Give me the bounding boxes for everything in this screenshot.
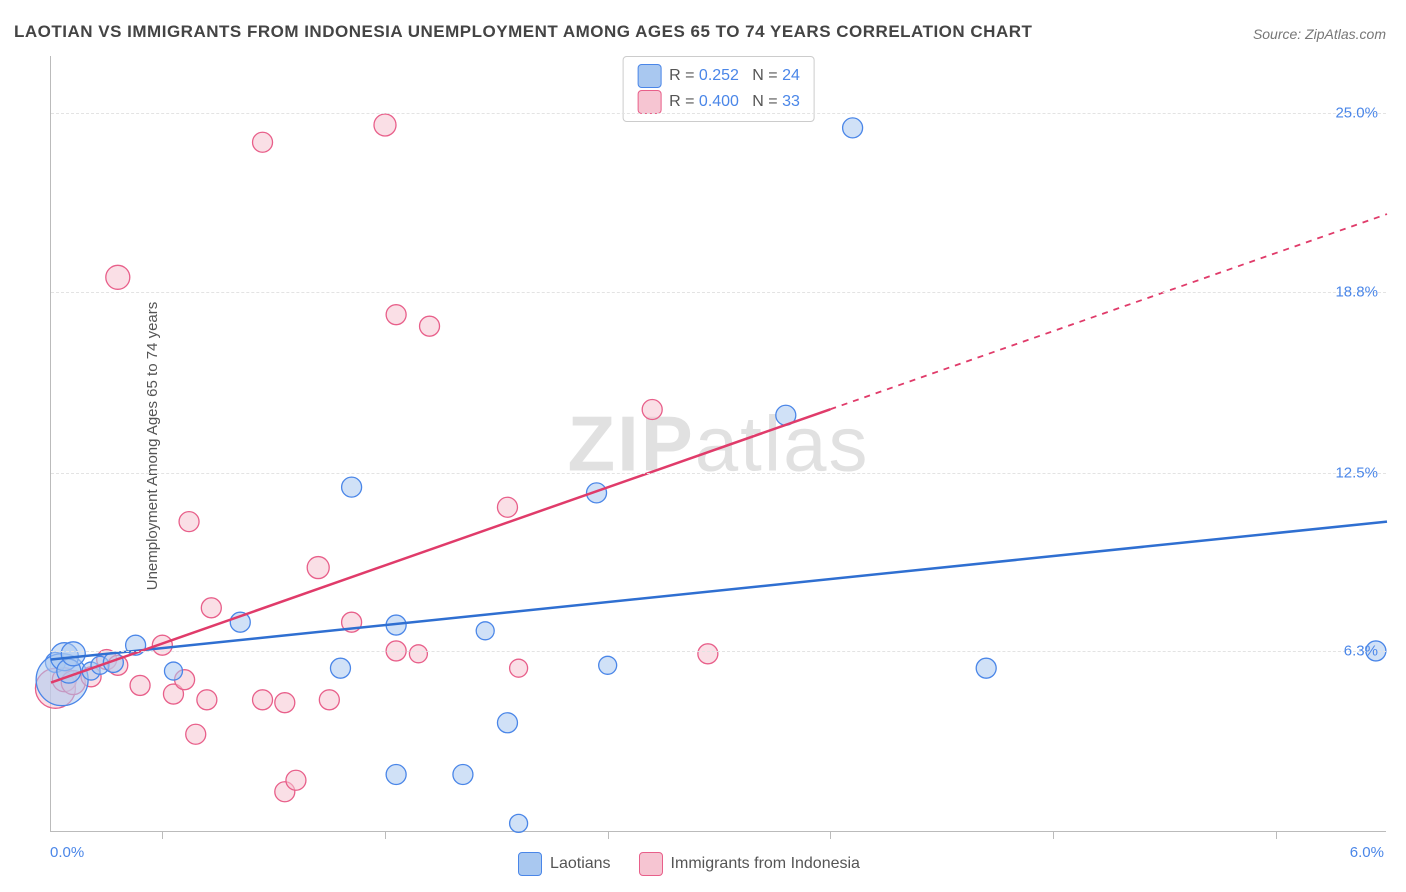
x-tick <box>1053 831 1054 839</box>
gridline <box>51 473 1386 474</box>
legend-series-name: Laotians <box>550 855 611 872</box>
data-point <box>275 693 295 713</box>
gridline <box>51 651 1386 652</box>
data-point <box>976 658 996 678</box>
data-point <box>179 512 199 532</box>
legend-bottom-item: Laotians <box>518 855 611 872</box>
plot-area: ZIPatlas R = 0.252 N = 24R = 0.400 N = 3… <box>50 56 1386 832</box>
x-tick <box>830 831 831 839</box>
source-label: Source: ZipAtlas.com <box>1253 26 1386 42</box>
legend-r-value: 0.252 <box>699 67 739 84</box>
legend-swatch <box>637 64 661 88</box>
data-point <box>286 770 306 790</box>
data-point <box>642 400 662 420</box>
data-point <box>420 316 440 336</box>
data-point <box>61 642 85 666</box>
y-tick-label: 6.3% <box>1344 642 1378 659</box>
data-point <box>164 662 182 680</box>
legend-n-value: 33 <box>782 93 800 110</box>
chart-title: LAOTIAN VS IMMIGRANTS FROM INDONESIA UNE… <box>14 22 1032 42</box>
legend-n-label: N = <box>739 93 782 110</box>
data-point <box>319 690 339 710</box>
data-point <box>409 645 427 663</box>
data-point <box>453 765 473 785</box>
data-point <box>497 497 517 517</box>
data-point <box>186 724 206 744</box>
y-tick-label: 12.5% <box>1335 464 1378 481</box>
data-point <box>253 132 273 152</box>
data-point <box>374 114 396 136</box>
y-tick-label: 18.8% <box>1335 283 1378 300</box>
x-tick <box>162 831 163 839</box>
legend-swatch <box>637 90 661 114</box>
legend-r-label: R = <box>669 67 699 84</box>
legend-series-name: Immigrants from Indonesia <box>671 855 860 872</box>
scatter-svg <box>51 56 1386 831</box>
legend-top: R = 0.252 N = 24R = 0.400 N = 33 <box>622 56 815 122</box>
data-point <box>698 644 718 664</box>
y-tick-label: 25.0% <box>1335 105 1378 122</box>
data-point <box>342 477 362 497</box>
data-point <box>843 118 863 138</box>
data-point <box>253 690 273 710</box>
data-point <box>386 305 406 325</box>
x-tick <box>1276 831 1277 839</box>
legend-swatch <box>518 852 542 876</box>
data-point <box>330 658 350 678</box>
data-point <box>197 690 217 710</box>
data-point <box>476 622 494 640</box>
legend-bottom: Laotians Immigrants from Indonesia <box>0 852 1406 876</box>
data-point <box>201 598 221 618</box>
trend-line <box>51 409 830 682</box>
gridline <box>51 113 1386 114</box>
data-point <box>386 765 406 785</box>
legend-r-label: R = <box>669 93 699 110</box>
data-point <box>497 713 517 733</box>
legend-n-label: N = <box>739 67 782 84</box>
legend-top-row: R = 0.252 N = 24 <box>637 63 800 89</box>
data-point <box>510 814 528 832</box>
legend-n-value: 24 <box>782 67 800 84</box>
data-point <box>510 659 528 677</box>
legend-top-row: R = 0.400 N = 33 <box>637 89 800 115</box>
data-point <box>106 265 130 289</box>
legend-bottom-item: Immigrants from Indonesia <box>639 855 860 872</box>
trend-line-extrap <box>830 214 1387 409</box>
data-point <box>599 656 617 674</box>
legend-r-value: 0.400 <box>699 93 739 110</box>
trend-line <box>51 522 1387 660</box>
data-point <box>307 557 329 579</box>
x-tick <box>608 831 609 839</box>
x-tick <box>385 831 386 839</box>
legend-swatch <box>639 852 663 876</box>
data-point <box>130 675 150 695</box>
gridline <box>51 292 1386 293</box>
